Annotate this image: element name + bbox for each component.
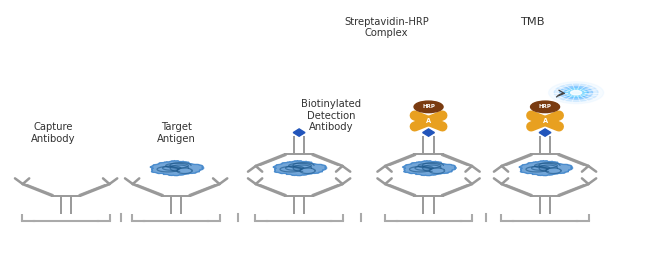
Text: A: A [543,118,547,124]
Polygon shape [411,114,417,116]
Circle shape [566,89,586,97]
Circle shape [560,86,593,99]
Polygon shape [403,161,456,176]
Polygon shape [528,114,533,116]
Text: Biotinylated
Detection
Antibody: Biotinylated Detection Antibody [302,99,361,132]
Circle shape [571,90,582,95]
Text: TMB: TMB [520,17,544,27]
Text: Target
Antigen: Target Antigen [157,122,196,144]
Polygon shape [528,126,533,128]
Circle shape [530,101,560,113]
Polygon shape [422,129,434,136]
Polygon shape [411,126,417,128]
Text: Capture
Antibody: Capture Antibody [31,122,75,144]
Polygon shape [557,114,563,116]
Text: Streptavidin-HRP
Complex: Streptavidin-HRP Complex [344,17,429,38]
Text: A: A [426,118,431,124]
Text: HRP: HRP [539,104,551,109]
Polygon shape [441,126,446,128]
Circle shape [549,82,604,104]
Polygon shape [293,129,305,136]
Polygon shape [273,161,327,176]
Polygon shape [539,129,551,136]
Circle shape [564,88,588,98]
Polygon shape [557,126,563,128]
Text: HRP: HRP [422,104,435,109]
Circle shape [414,101,443,113]
Polygon shape [441,114,446,116]
Polygon shape [519,161,573,176]
Circle shape [554,84,598,101]
Polygon shape [150,161,204,176]
